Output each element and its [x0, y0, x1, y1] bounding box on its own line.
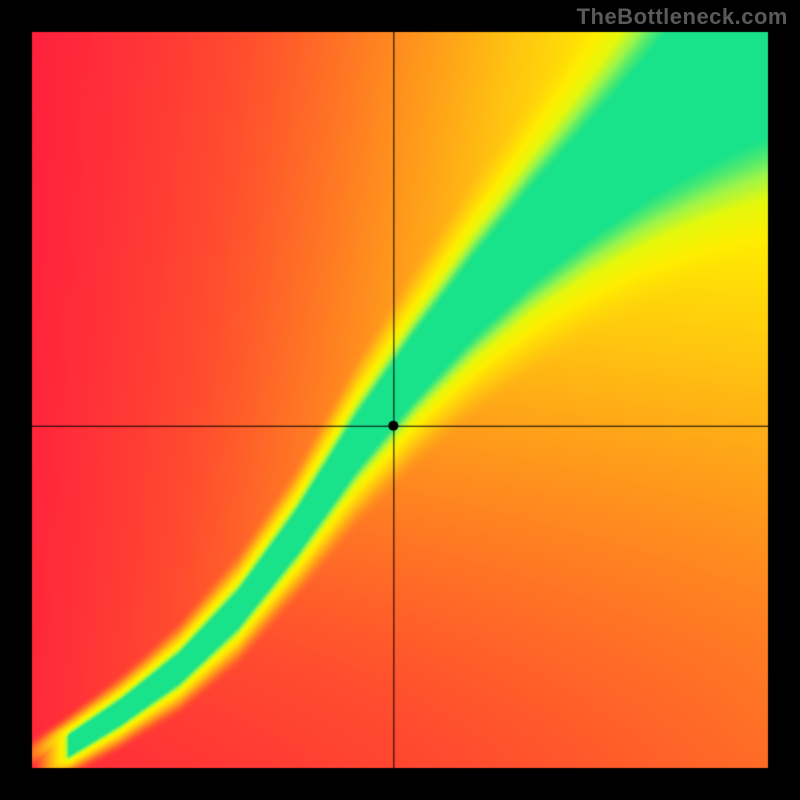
bottleneck-heatmap — [0, 0, 800, 800]
chart-container: TheBottleneck.com — [0, 0, 800, 800]
watermark-text: TheBottleneck.com — [577, 4, 788, 30]
